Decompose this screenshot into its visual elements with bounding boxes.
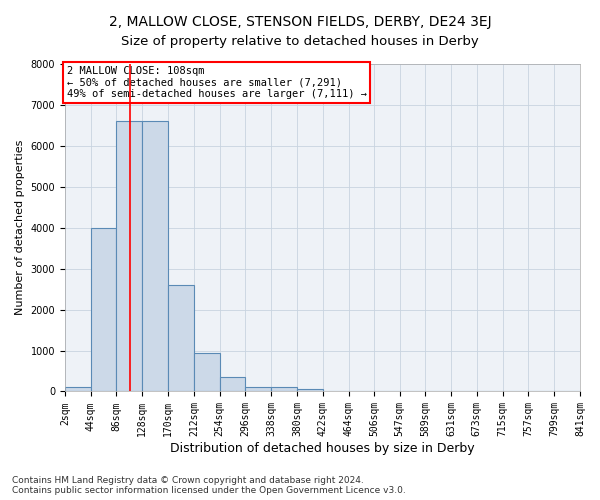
Text: 2, MALLOW CLOSE, STENSON FIELDS, DERBY, DE24 3EJ: 2, MALLOW CLOSE, STENSON FIELDS, DERBY, … [109, 15, 491, 29]
Bar [142, 122, 168, 392]
Text: Contains HM Land Registry data © Crown copyright and database right 2024.
Contai: Contains HM Land Registry data © Crown c… [12, 476, 406, 495]
Text: Size of property relative to detached houses in Derby: Size of property relative to detached ho… [121, 35, 479, 48]
Bar [220, 377, 245, 392]
Bar [116, 122, 142, 392]
Bar [194, 352, 220, 392]
Bar [65, 388, 91, 392]
Text: 2 MALLOW CLOSE: 108sqm
← 50% of detached houses are smaller (7,291)
49% of semi-: 2 MALLOW CLOSE: 108sqm ← 50% of detached… [67, 66, 367, 99]
X-axis label: Distribution of detached houses by size in Derby: Distribution of detached houses by size … [170, 442, 475, 455]
Bar [91, 228, 116, 392]
Bar [168, 285, 194, 392]
Bar [245, 386, 271, 392]
Y-axis label: Number of detached properties: Number of detached properties [15, 140, 25, 316]
Bar [271, 388, 297, 392]
Bar [297, 389, 323, 392]
